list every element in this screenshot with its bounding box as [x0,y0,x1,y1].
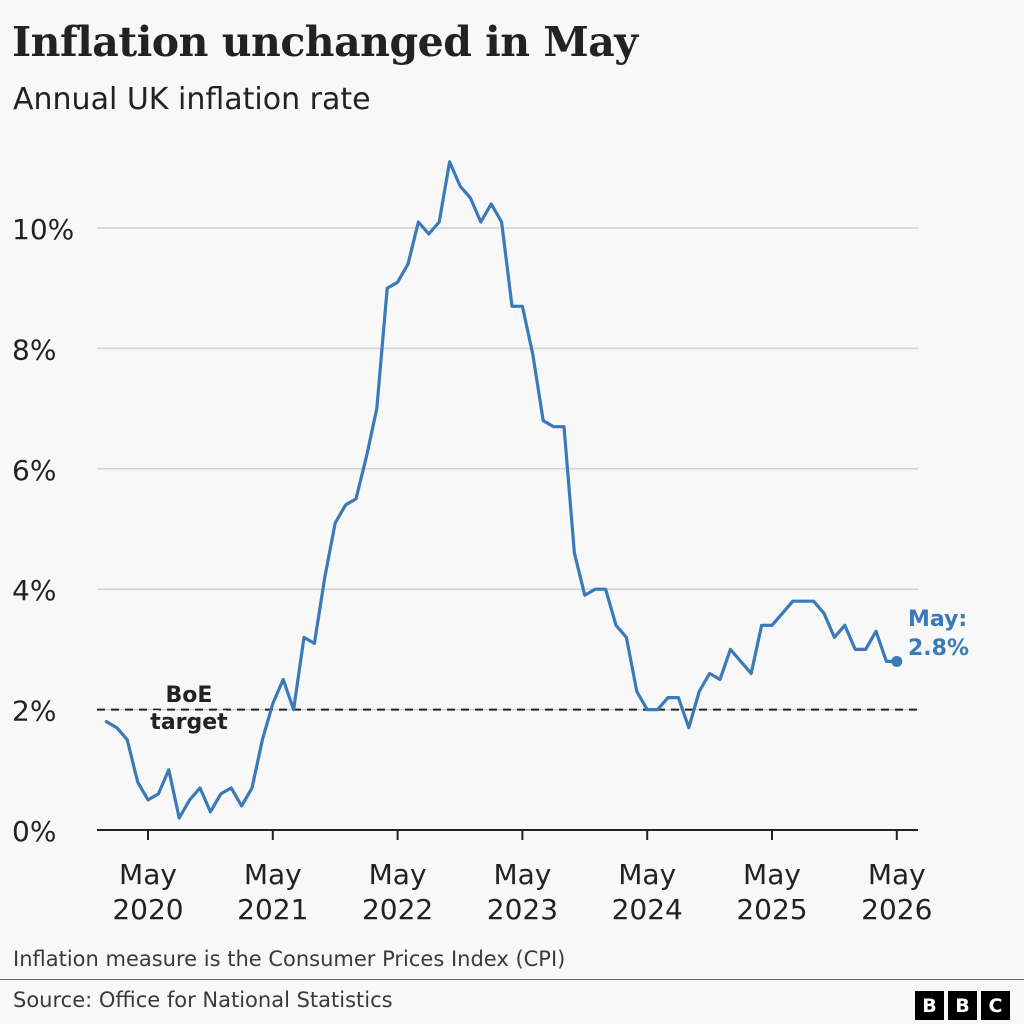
latest-point-marker [891,655,903,667]
y-tick-label: 8% [12,333,56,366]
x-tick-label: 2021 [237,893,308,926]
line-chart: 0%2%4%6%8%10%May2020May2021May2022May202… [12,160,969,926]
x-tick-label: May [493,858,551,891]
x-tick-label: May [618,858,676,891]
x-tick-label: 2024 [612,893,683,926]
y-tick-label: 0% [12,815,56,848]
boe-target-label: target [150,710,228,735]
y-tick-label: 6% [12,454,56,487]
logo-letter: C [981,991,1010,1020]
footer-divider [0,979,1024,980]
x-tick-label: May [369,858,427,891]
inflation-line [104,160,899,820]
source-text: Source: Office for National Statistics [13,988,393,1012]
latest-value-label: 2.8% [908,636,969,661]
x-tick-label: May [244,858,302,891]
x-tick-label: May [119,858,177,891]
logo-letter: B [948,991,977,1020]
latest-value-label: May: [908,607,967,632]
y-tick-label: 2% [12,695,56,728]
x-tick-label: 2022 [362,893,433,926]
x-tick-label: 2023 [487,893,558,926]
bbc-logo: B B C [915,991,1010,1020]
x-tick-label: May [868,858,926,891]
x-tick-label: May [743,858,801,891]
chart-title: Inflation unchanged in May [12,18,638,66]
y-tick-label: 10% [12,213,74,246]
x-tick-label: 2026 [861,893,932,926]
boe-target-label: BoE [166,683,213,708]
chart-subtitle: Annual UK inflation rate [13,82,371,117]
x-tick-label: 2025 [736,893,807,926]
chart-note: Inflation measure is the Consumer Prices… [13,947,566,971]
logo-letter: B [915,991,944,1020]
y-tick-label: 4% [12,574,56,607]
x-tick-label: 2020 [112,893,183,926]
